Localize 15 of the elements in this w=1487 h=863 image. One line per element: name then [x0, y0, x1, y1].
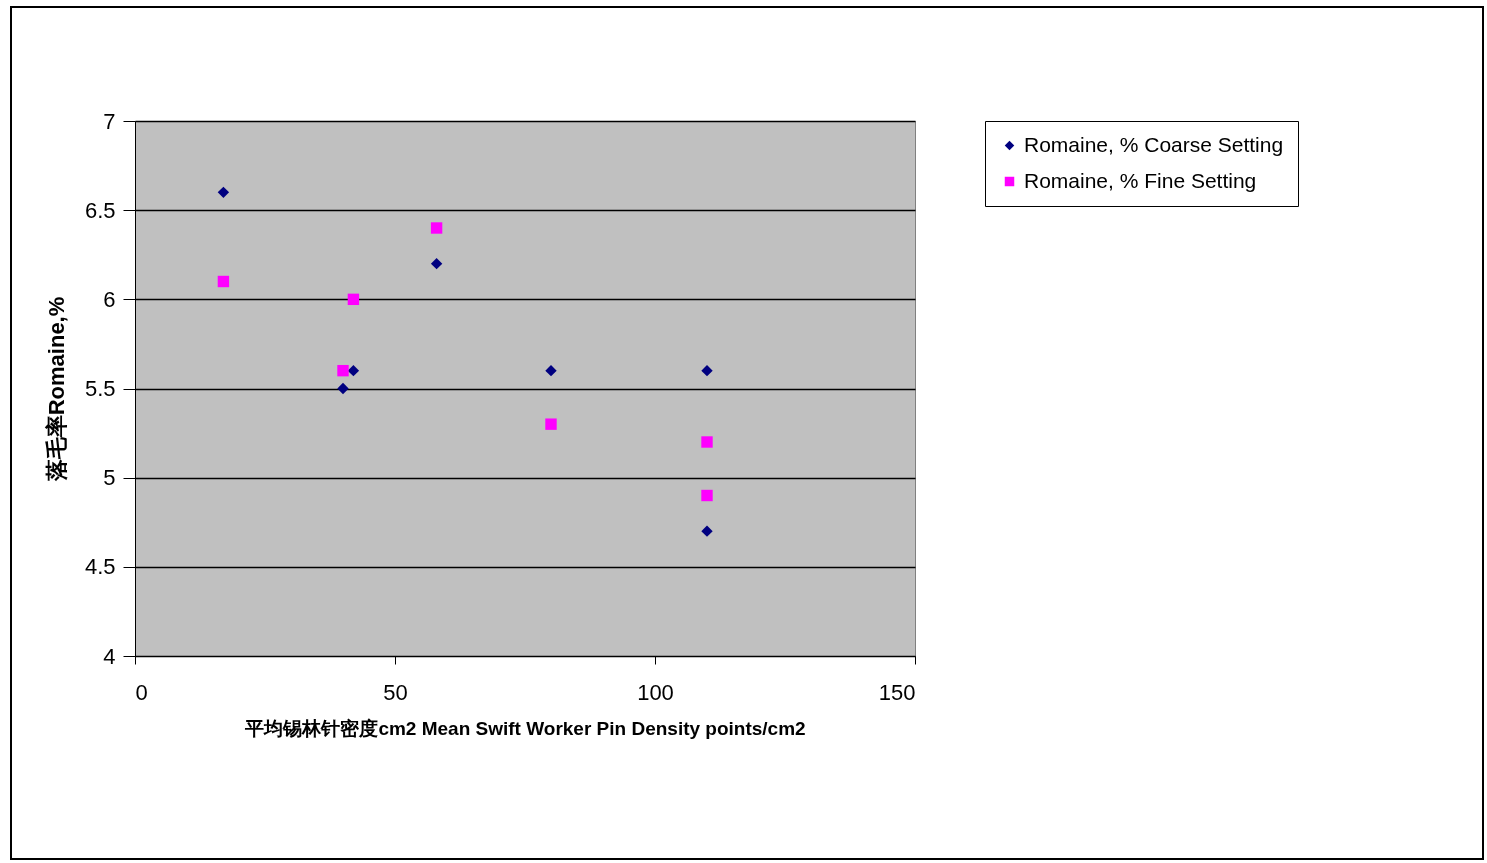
y-tick-label: 5.5	[84, 376, 116, 401]
y-tick-label: 4.5	[84, 554, 116, 580]
y-tick-label: 6	[103, 286, 116, 312]
x-tick-label: 150	[878, 679, 916, 705]
y-tick-label: 6.5	[84, 197, 116, 223]
y-tick-label: 5	[103, 465, 116, 491]
x-tick-label: 0	[135, 679, 148, 705]
legend-label: Romaine, % Fine Setting	[1024, 168, 1257, 192]
x-axis-title: 平均锡林针密度cm2 Mean Swift Worker Pin Density points/cm2	[244, 717, 806, 739]
x-tick-label: 100	[637, 679, 674, 705]
y-tick-label: 4	[103, 643, 116, 669]
x-tick-label: 50	[383, 679, 408, 705]
legend-label: Romaine, % Coarse Setting	[1024, 132, 1284, 156]
y-axis-title: 落毛率Romaine,%	[43, 296, 69, 483]
y-tick-label: 7	[103, 108, 116, 134]
